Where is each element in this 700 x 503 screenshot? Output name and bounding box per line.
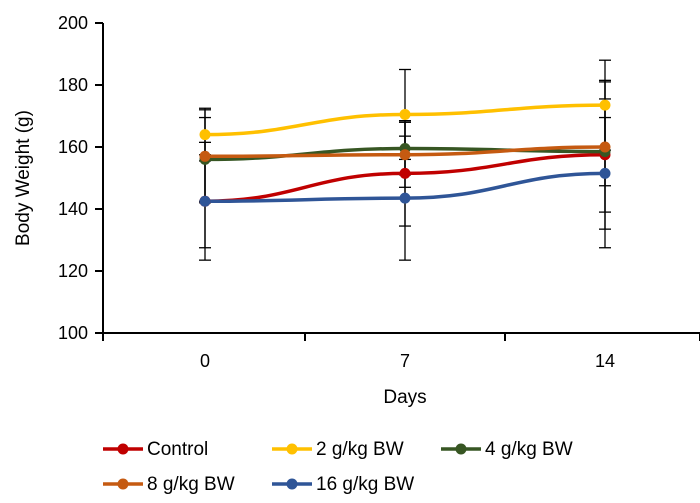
data-point <box>199 129 211 141</box>
x-tick-label: 7 <box>400 351 410 371</box>
data-point <box>399 192 411 204</box>
y-tick-label: 200 <box>58 13 88 33</box>
y-tick-label: 180 <box>58 75 88 95</box>
data-point <box>399 167 411 179</box>
legend-swatch-marker <box>117 443 129 455</box>
legend-swatch-marker <box>455 443 467 455</box>
data-point <box>399 149 411 161</box>
y-tick-label: 120 <box>58 261 88 281</box>
data-point <box>199 150 211 162</box>
legend-label: Control <box>147 439 208 460</box>
axes: 100 120 140 160 180 200 0 7 14 <box>58 13 700 371</box>
legend-swatch-marker <box>286 443 298 455</box>
legend-label: 16 g/kg BW <box>316 474 414 495</box>
x-tick-label: 14 <box>595 351 615 371</box>
x-axis-title: Days <box>383 387 426 408</box>
legend: Control 2 g/kg BW 4 g/kg BW 8 g/kg BW 16 g/k… <box>103 439 573 495</box>
legend-swatch-marker <box>286 478 298 490</box>
legend-label: 4 g/kg BW <box>485 439 573 460</box>
data-point <box>599 99 611 111</box>
y-tick-label: 160 <box>58 137 88 157</box>
data-point <box>599 167 611 179</box>
legend-label: 8 g/kg BW <box>147 474 235 495</box>
data-point <box>199 195 211 207</box>
y-tick-label: 140 <box>58 199 88 219</box>
x-tick-label: 0 <box>200 351 210 371</box>
legend-label: 2 g/kg BW <box>316 439 404 460</box>
data-point <box>599 141 611 153</box>
y-tick-label: 100 <box>58 323 88 343</box>
data-point <box>399 108 411 120</box>
series-points <box>199 99 611 207</box>
y-axis-title: Body Weight (g) <box>13 110 34 246</box>
legend-swatch-marker <box>117 478 129 490</box>
